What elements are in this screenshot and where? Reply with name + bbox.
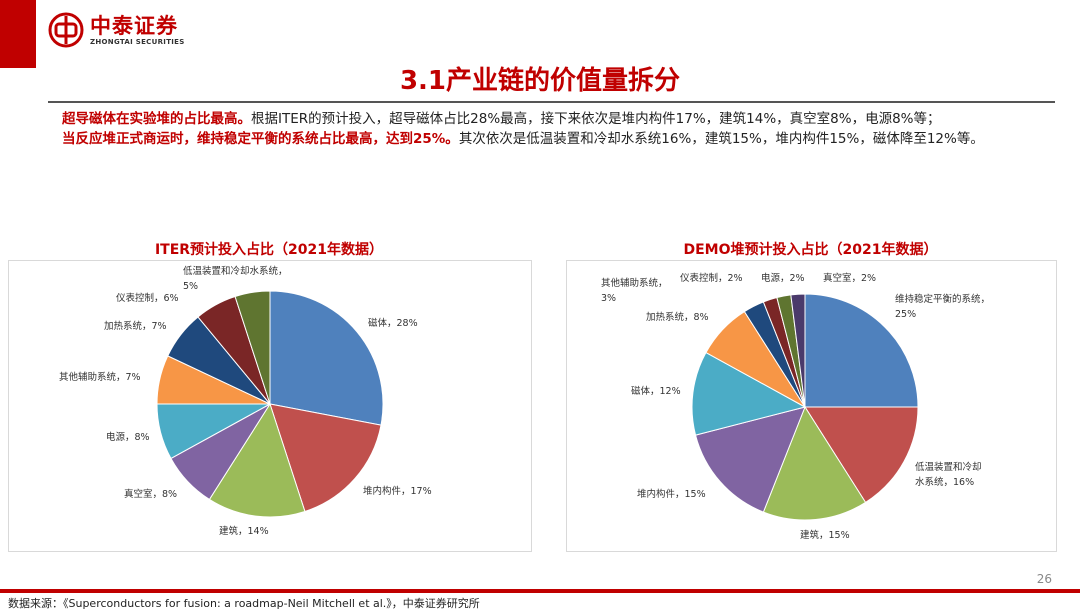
pie-label-8-line-0: 低温装置和冷却水系统， <box>183 265 288 277</box>
pie-slice-9 <box>790 293 806 408</box>
pie-label-3: 堆内构件，15% <box>637 488 706 500</box>
iter-chart-frame: 磁体，28% 堆内构件，17% 建筑，14% 真空室，8% 电源，8% 其他辅助系统，7%… <box>8 260 532 552</box>
pie-slice-3 <box>694 406 806 513</box>
pie-label-7: 仪表控制，2% <box>680 272 743 284</box>
page-number: 26 <box>1036 572 1052 586</box>
demo-chart-frame: 维持稳定平衡的系统， 25% 低温装置和冷却 水系统，16% 建筑，15% 堆内构件，15… <box>566 260 1057 552</box>
summary-paragraph-2: 当反应堆正式商运时，维持稳定平衡的系统占比最高，达到25%。其次依次是低温装置和… <box>62 129 1030 149</box>
brand-logo: 中泰证券 ZHONGTAI SECURITIES <box>48 12 185 48</box>
summary-body-2: 其次依次是低温装置和冷却水系统16%，建筑15%，堆内构件15%，磁体降至12%… <box>458 131 984 147</box>
demo-chart-title: DEMO堆预计投入占比（2021年数据） <box>683 242 938 258</box>
iter-chart-title: ITER预计投入占比（2021年数据） <box>154 242 384 258</box>
pie-slice-0 <box>804 293 919 408</box>
pie-label-8-line-1: 5% <box>183 281 198 292</box>
iter-pie-chart: 磁体，28% 堆内构件，17% 建筑，14% 真空室，8% 电源，8% 其他辅助系统，7%… <box>59 265 432 537</box>
pie-label-4: 磁体，12% <box>631 385 681 397</box>
pie-label-5: 加热系统，8% <box>646 311 709 323</box>
pie-label-2: 建筑，14% <box>219 525 269 537</box>
pie-slice-1 <box>269 403 382 513</box>
summary-body-1: 根据ITER的预计投入，超导磁体占比28%最高，接下来依次是堆内构件17%，建筑… <box>251 111 941 127</box>
pie-label-1-line-1: 水系统，16% <box>915 476 974 488</box>
pie-label-6: 加热系统，7% <box>104 320 167 332</box>
pie-label-1: 堆内构件，17% <box>363 485 432 497</box>
header-accent-bar <box>0 0 36 68</box>
pie-label-7: 仪表控制，6% <box>116 292 179 304</box>
summary-highlight-2: 当反应堆正式商运时，维持稳定平衡的系统占比最高，达到25%。 <box>62 131 459 147</box>
pie-slice-0 <box>269 290 384 426</box>
pie-label-6-line-1: 3% <box>601 293 616 304</box>
pie-label-2: 建筑，15% <box>800 529 850 541</box>
pie-label-6-line-0: 其他辅助系统， <box>601 277 668 289</box>
pie-label-8: 电源，2% <box>761 272 805 284</box>
pie-label-0-line-1: 25% <box>895 309 916 320</box>
pie-slice-1 <box>804 406 919 504</box>
title-divider <box>48 101 1055 103</box>
demo-pie-chart: 维持稳定平衡的系统， 25% 低温装置和冷却水系统，16% 建筑，15% 堆内构件，15… <box>601 272 990 541</box>
pie-label-5: 其他辅助系统，7% <box>59 371 141 383</box>
brand-name-cn: 中泰证券 <box>90 13 178 38</box>
slide-title: 3.1产业链的价值量拆分 <box>399 66 681 96</box>
pie-slice-8 <box>234 290 271 405</box>
brand-name-en: ZHONGTAI SECURITIES <box>90 37 185 46</box>
source-note: 数据来源：《Superconductors for fusion: a road… <box>8 597 480 610</box>
pie-label-0-line-0: 维持稳定平衡的系统， <box>895 293 990 305</box>
pie-slice-2 <box>762 405 867 521</box>
pie-label-1-line-0: 低温装置和冷却 <box>915 461 982 473</box>
pie-slice-4 <box>691 351 807 436</box>
pie-label-3: 真空室，8% <box>124 488 177 500</box>
summary-text: 超导磁体在实验堆的占比最高。根据ITER的预计投入，超导磁体占比28%最高，接下… <box>62 109 1030 149</box>
summary-highlight-1: 超导磁体在实验堆的占比最高。 <box>62 111 251 127</box>
footer-accent-line <box>0 589 1080 593</box>
pie-label-9: 真空室，2% <box>823 272 876 284</box>
zhongtai-logo-icon <box>48 12 84 48</box>
pie-slice-2 <box>208 402 306 518</box>
summary-paragraph-1: 超导磁体在实验堆的占比最高。根据ITER的预计投入，超导磁体占比28%最高，接下… <box>62 109 1030 129</box>
pie-label-0: 磁体，28% <box>368 317 418 329</box>
pie-label-4: 电源，8% <box>106 431 150 443</box>
